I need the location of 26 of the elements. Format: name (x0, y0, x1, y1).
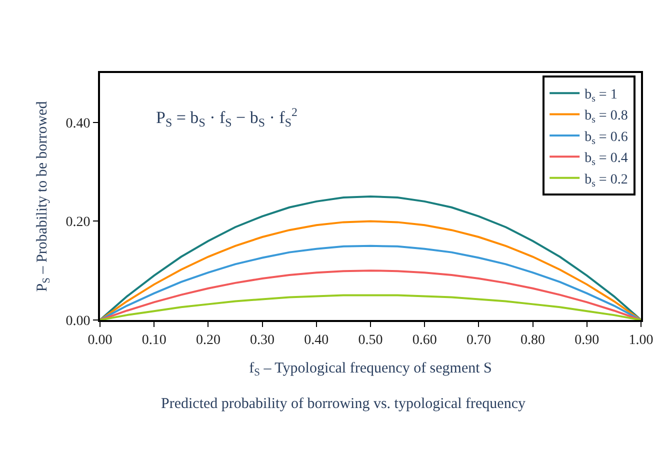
y-tick-label: 0.20 (66, 215, 90, 230)
x-tick-label: 0.00 (88, 332, 112, 348)
x-tick-label: 0.70 (466, 332, 491, 348)
line-series (100, 244, 641, 320)
legend-label: b$_{s}$ = 0.2 (584, 172, 628, 190)
x-tick-label: 0.30 (250, 332, 275, 348)
x-tick-label: 0.40 (304, 332, 329, 348)
x-axis-title: f$_{S}$ – Typological frequency of segment S (249, 360, 492, 378)
x-tick-label: 0.20 (196, 332, 220, 348)
y-tick-label: 0.00 (66, 314, 90, 329)
line-series (100, 196, 641, 320)
legend-label: b$_{s}$ = 0.4 (584, 151, 628, 168)
x-tick-label: 0.10 (142, 332, 166, 348)
legend-label: b$_{s}$ = 0.8 (584, 108, 628, 126)
line-series (100, 294, 641, 320)
legend-label: b$_{s}$ = 0.6 (584, 130, 628, 147)
x-tick-label: 0.60 (412, 332, 437, 348)
line-series (100, 270, 641, 320)
y-tick-label: 0.40 (66, 116, 90, 132)
x-tick-label: 0.90 (574, 332, 600, 348)
line-series (100, 220, 641, 320)
x-tick-label: 0.50 (358, 332, 383, 348)
x-tick-label: 1.00 (628, 332, 654, 348)
legend-label: b$_{s}$ = 1 (584, 88, 618, 104)
text: Predicted probability of borrowing vs. typological frequency (161, 396, 526, 412)
x-tick-label: 0.80 (520, 332, 546, 348)
